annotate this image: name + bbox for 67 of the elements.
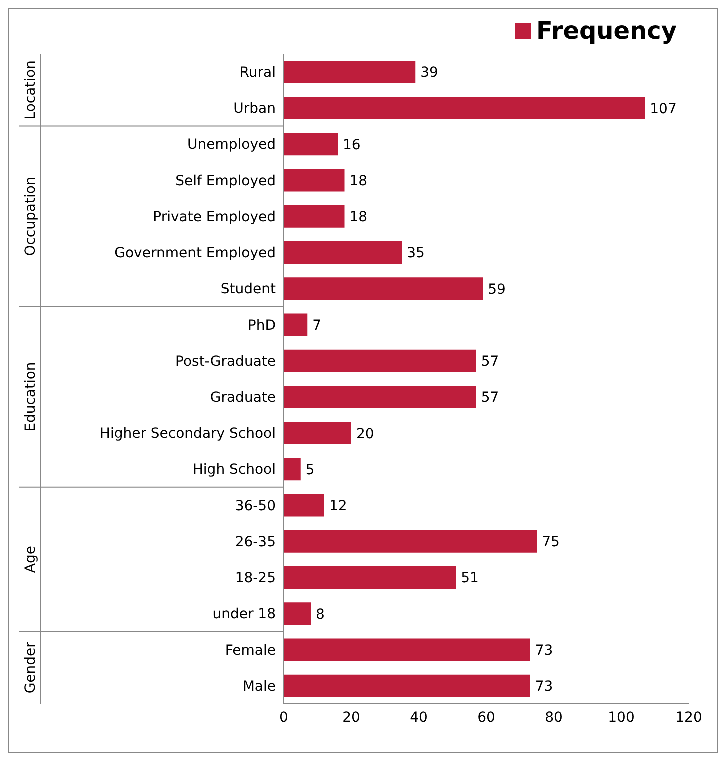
y-tick-label: Higher Secondary School: [100, 426, 276, 442]
bar: [284, 386, 476, 408]
bar: [284, 169, 345, 192]
bar: [284, 602, 311, 626]
data-label: 7: [312, 318, 322, 334]
x-tick-label: 80: [545, 710, 563, 726]
y-tick-label: 18-25: [235, 570, 276, 587]
y-tick-label: Urban: [234, 101, 276, 118]
data-label: 18: [350, 174, 368, 190]
bar: [284, 566, 456, 589]
data-label: 8: [316, 606, 325, 623]
y-tick-label: Female: [225, 642, 276, 659]
data-label: 12: [330, 498, 348, 514]
bar: [284, 314, 308, 336]
data-label: 59: [488, 282, 506, 298]
bar: [284, 205, 345, 228]
y-tick-label: Unemployed: [188, 137, 276, 154]
bar: [284, 97, 646, 120]
bar: [284, 422, 352, 444]
data-label: 57: [481, 390, 500, 406]
x-tick-label: 20: [342, 710, 360, 726]
x-tick-label: 0: [280, 710, 288, 726]
y-tick-label: Rural: [240, 65, 276, 82]
text: Location: [23, 60, 39, 120]
legend-label: Frequency: [536, 17, 677, 45]
data-label: 16: [343, 137, 361, 154]
data-label: 57: [481, 354, 500, 370]
y-tick-label: High School: [192, 462, 276, 478]
data-label: 20: [356, 426, 374, 442]
y-tick-label: Male: [242, 678, 276, 695]
data-label: 73: [535, 642, 554, 659]
bar: [284, 674, 530, 698]
x-tick-label: 100: [608, 710, 635, 726]
data-label: 35: [407, 246, 425, 262]
bar: [284, 242, 402, 264]
text: Occupation: [23, 176, 39, 256]
bar: [284, 133, 338, 156]
data-label: 75: [542, 534, 560, 551]
y-tick-label: Graduate: [210, 390, 276, 406]
bar: [284, 458, 301, 481]
y-tick-label: Post-Graduate: [176, 354, 276, 370]
x-tick-label: 60: [478, 710, 496, 726]
bar: [284, 494, 324, 517]
y-tick-label: under 18: [212, 606, 276, 623]
y-tick-label: 26-35: [235, 534, 276, 550]
bar: [284, 278, 484, 300]
bar: [284, 638, 530, 662]
y-tick-label: Student: [220, 282, 276, 298]
bar: [284, 530, 538, 553]
bar: [284, 61, 416, 84]
y-tick-label: PhD: [248, 318, 276, 334]
text: Gender: [23, 642, 39, 694]
bar: [284, 350, 476, 372]
y-tick-label: Self Employed: [176, 173, 276, 190]
y-tick-label: 36-50: [235, 498, 276, 514]
data-label: 73: [535, 679, 554, 696]
text: Education: [23, 362, 39, 432]
y-tick-label: Private Employed: [153, 209, 276, 226]
data-label: 18: [350, 210, 368, 226]
data-label: 107: [650, 101, 677, 118]
x-tick-label: 120: [676, 710, 702, 726]
text: Age: [23, 546, 39, 574]
y-tick-label: Government Employed: [114, 246, 276, 262]
data-label: 39: [420, 65, 438, 82]
data-label: 51: [461, 570, 479, 587]
data-label: 5: [306, 462, 315, 478]
x-tick-label: 40: [410, 710, 428, 726]
